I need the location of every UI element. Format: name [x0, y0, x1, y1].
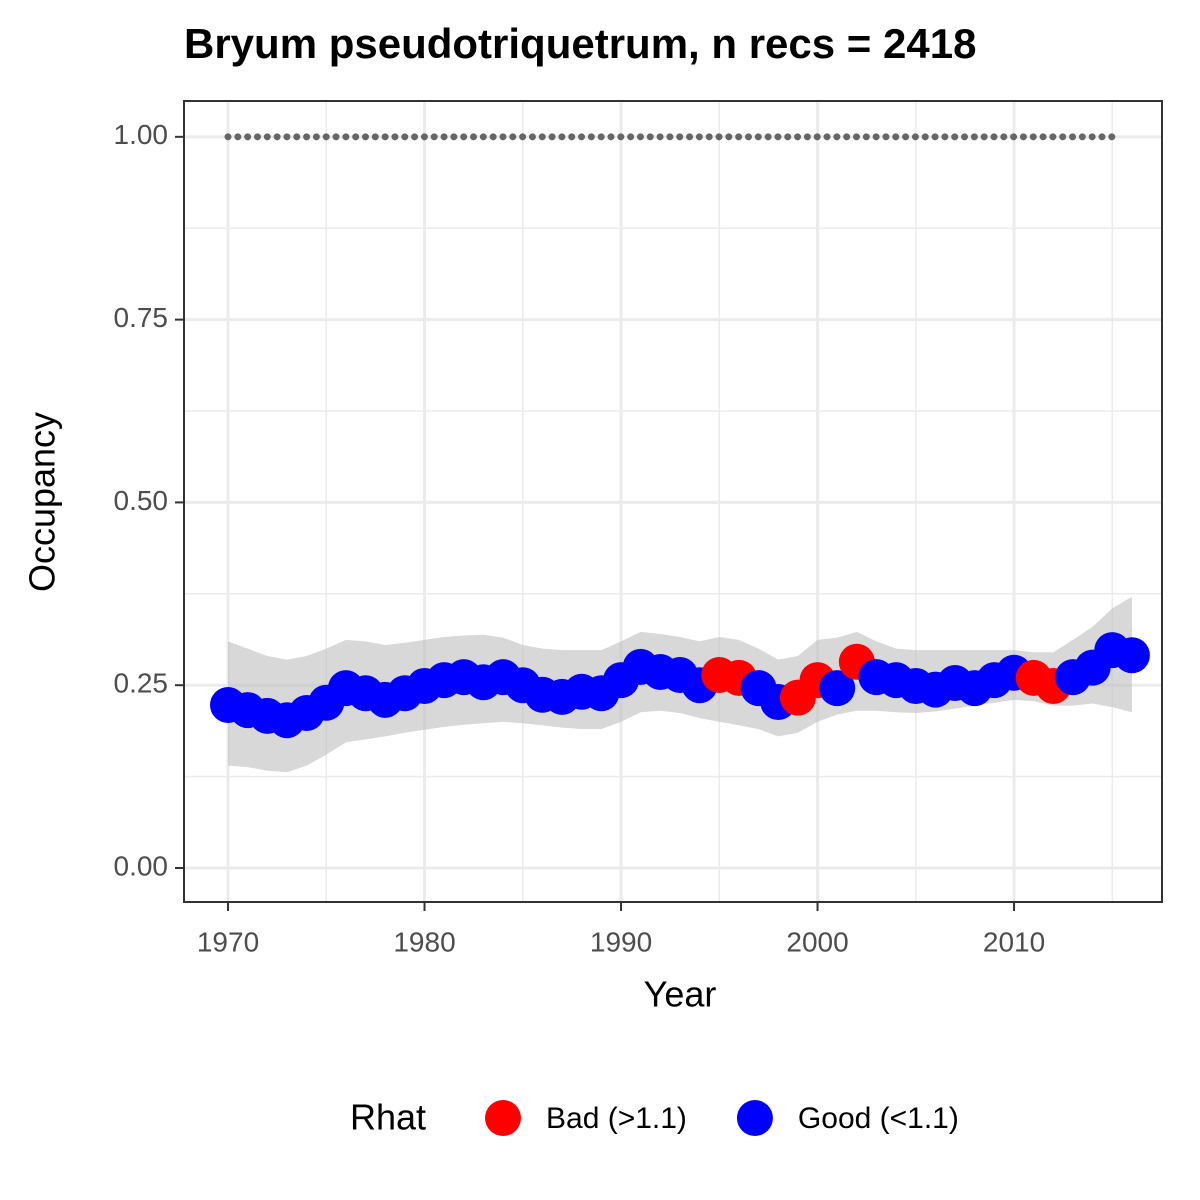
legend-label: Bad (>1.1)	[546, 1102, 687, 1135]
plot-border	[183, 100, 1163, 903]
legend-marker	[485, 1100, 521, 1136]
x-tick-label: 1990	[590, 926, 652, 957]
legend-title: Rhat	[350, 1097, 426, 1138]
legend-label: Good (<1.1)	[798, 1102, 959, 1135]
y-tick-label: 0.00	[114, 850, 169, 881]
y-tick-label: 0.50	[114, 485, 169, 516]
point	[819, 670, 856, 707]
y-tick-label: 0.75	[114, 302, 169, 333]
y-tick-label: 1.00	[114, 119, 169, 150]
x-tick-label: 1980	[393, 926, 455, 957]
legend-marker	[736, 1100, 773, 1136]
y-axis-title: Occupancy	[22, 412, 63, 592]
chart-title: Bryum pseudotriquetrum, n recs = 2418	[184, 20, 976, 67]
y-tick-label: 0.25	[114, 668, 169, 699]
point	[1113, 637, 1150, 674]
x-tick-label: 1970	[197, 926, 259, 957]
x-tick-label: 2010	[983, 926, 1045, 957]
x-axis-title: Year	[644, 974, 717, 1015]
x-tick-label: 2000	[786, 926, 848, 957]
